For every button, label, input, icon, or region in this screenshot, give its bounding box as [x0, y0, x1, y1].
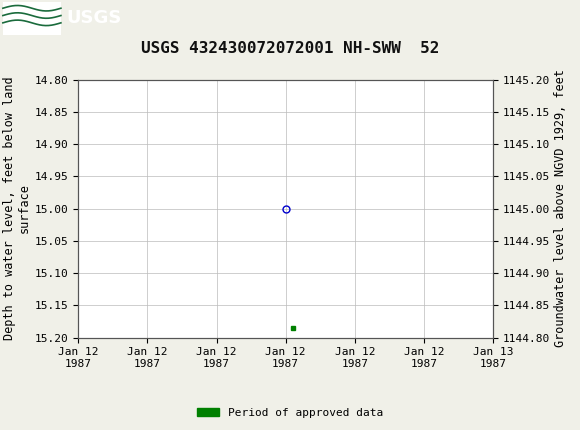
Legend: Period of approved data: Period of approved data — [193, 403, 387, 422]
Bar — [3, 2, 61, 35]
Text: USGS: USGS — [67, 9, 122, 27]
Y-axis label: Groundwater level above NGVD 1929, feet: Groundwater level above NGVD 1929, feet — [554, 70, 567, 347]
Y-axis label: Depth to water level, feet below land
surface: Depth to water level, feet below land su… — [3, 77, 31, 341]
Text: USGS 432430072072001 NH-SWW  52: USGS 432430072072001 NH-SWW 52 — [141, 41, 439, 56]
